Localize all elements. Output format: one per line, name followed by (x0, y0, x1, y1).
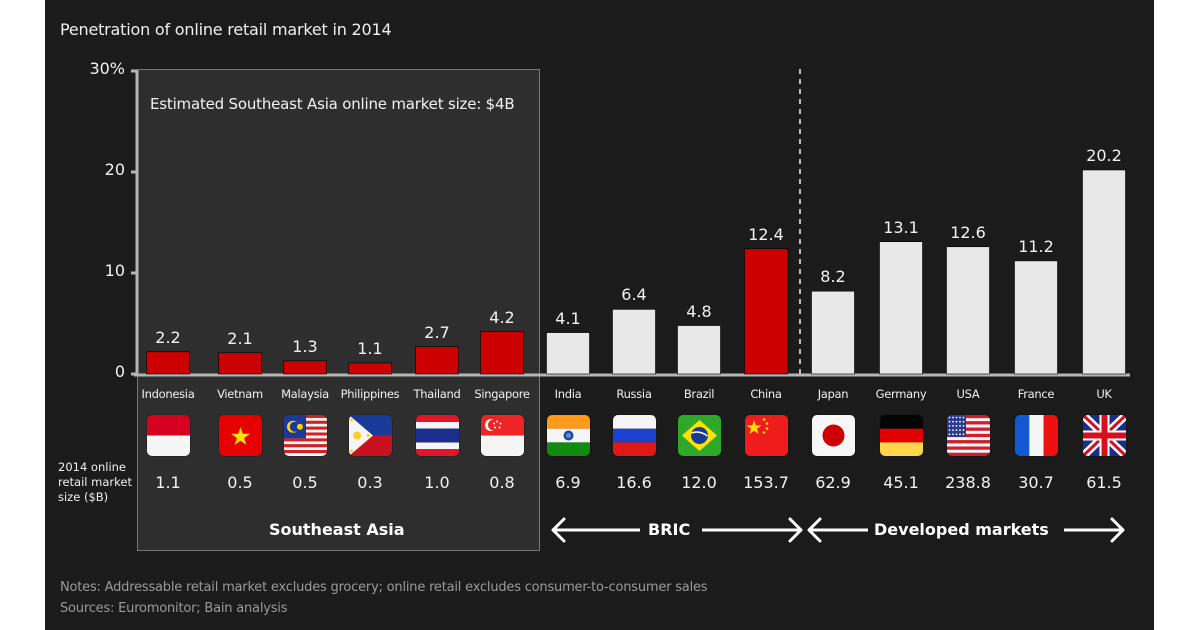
flag-france-icon (1014, 415, 1058, 456)
arrow-right-icon (1110, 517, 1125, 543)
chart-title: Penetration of online retail market in 2… (60, 20, 392, 39)
market-size-value: 6.9 (555, 473, 581, 492)
x-category-label: Malaysia (281, 387, 329, 401)
market-size-value: 153.7 (743, 473, 789, 492)
x-category-label: Philippines (340, 387, 400, 401)
market-size-row-label-line: retail market (58, 475, 132, 489)
flag-indonesia-icon (146, 415, 190, 456)
y-tick-label: 30% (89, 59, 125, 78)
bar-value-label: 2.2 (155, 327, 181, 347)
flag-brazil-icon (677, 415, 721, 456)
x-category-label: Indonesia (141, 387, 195, 401)
bar-thailand (415, 346, 459, 375)
x-category-label: Russia (616, 387, 652, 401)
bar-china (744, 248, 788, 375)
y-tick-label: 0 (114, 362, 125, 381)
flag-usa-icon (946, 415, 990, 456)
bar-value-label: 1.3 (292, 336, 318, 356)
bar-value-label: 4.8 (686, 301, 712, 321)
bar-value-label: 20.2 (1086, 145, 1122, 165)
bar-value-label: 2.7 (424, 322, 450, 342)
x-category-label: China (750, 387, 782, 401)
bar-japan (811, 290, 855, 375)
footnote-sources: Sources: Euromonitor; Bain analysis (60, 601, 288, 616)
x-category-label: Brazil (683, 387, 715, 401)
flag-malaysia-icon (283, 415, 327, 456)
market-size-value: 238.8 (945, 473, 991, 492)
y-tick-label: 10 (104, 261, 125, 280)
bar-value-label: 4.2 (489, 307, 515, 327)
x-category-label: Vietnam (217, 387, 263, 401)
bar-vietnam (218, 352, 262, 375)
market-size-value: 30.7 (1018, 473, 1054, 492)
x-category-label: UK (1096, 387, 1112, 401)
group-label-southeast-asia: Southeast Asia (269, 520, 405, 539)
market-size-value: 1.1 (155, 473, 181, 492)
bar-value-label: 2.1 (227, 328, 253, 348)
market-size-value: 0.8 (489, 473, 515, 492)
flag-china-icon (744, 415, 788, 456)
group-label-bric: BRIC (648, 520, 691, 539)
bar-value-label: 12.6 (950, 222, 986, 242)
x-category-label: Japan (817, 387, 849, 401)
market-size-value: 0.3 (357, 473, 383, 492)
flag-singapore-icon (480, 415, 524, 456)
market-size-value: 45.1 (883, 473, 919, 492)
flag-india-icon (546, 415, 590, 456)
sea-market-size-annotation: Estimated Southeast Asia online market s… (150, 95, 515, 113)
market-size-value: 62.9 (815, 473, 851, 492)
bar-philippines (348, 362, 392, 375)
footnote-notes: Notes: Addressable retail market exclude… (60, 580, 708, 595)
x-category-label: India (554, 387, 582, 401)
x-category-label: Singapore (474, 387, 530, 401)
market-size-row-label-line: 2014 online (58, 460, 127, 474)
arrow-left-icon (807, 517, 822, 543)
flag-uk-icon (1082, 415, 1126, 456)
x-category-label: Thailand (413, 387, 461, 401)
x-category-label: France (1017, 387, 1055, 401)
market-size-value: 1.0 (424, 473, 450, 492)
market-size-row-label-line: size ($B) (58, 490, 109, 504)
bar-france (1014, 260, 1058, 375)
bar-usa (946, 246, 990, 375)
southeast-asia-highlight-box (137, 69, 540, 551)
market-size-row-label: 2014 online retail market size ($B) (58, 460, 138, 505)
bar-brazil (677, 325, 721, 375)
flag-germany-icon (879, 415, 923, 456)
market-size-value: 61.5 (1086, 473, 1122, 492)
bar-uk (1082, 169, 1126, 375)
flag-thailand-icon (415, 415, 459, 456)
market-size-value: 12.0 (681, 473, 717, 492)
flag-japan-icon (811, 415, 855, 456)
bar-value-label: 6.4 (621, 285, 647, 305)
bar-russia (612, 309, 656, 375)
bar-value-label: 12.4 (748, 224, 784, 244)
bar-value-label: 8.2 (820, 267, 846, 287)
arrow-left-icon (551, 517, 566, 543)
bar-germany (879, 241, 923, 375)
bar-value-label: 13.1 (883, 217, 919, 237)
market-size-value: 0.5 (227, 473, 253, 492)
flag-philippines-icon (348, 415, 392, 456)
bar-india (546, 332, 590, 375)
y-tick-label: 20 (104, 160, 125, 179)
market-size-value: 0.5 (292, 473, 318, 492)
bar-value-label: 4.1 (555, 308, 581, 328)
bar-singapore (480, 331, 524, 375)
x-category-label: USA (956, 387, 980, 401)
bar-value-label: 11.2 (1018, 236, 1054, 256)
market-size-value: 16.6 (616, 473, 652, 492)
bar-indonesia (146, 351, 190, 375)
bar-malaysia (283, 360, 327, 375)
flag-russia-icon (612, 415, 656, 456)
group-label-developed-markets: Developed markets (874, 520, 1049, 539)
arrow-right-icon (788, 517, 803, 543)
bar-value-label: 1.1 (357, 338, 383, 358)
flag-vietnam-icon (218, 415, 262, 456)
x-category-label: Germany (875, 387, 927, 401)
